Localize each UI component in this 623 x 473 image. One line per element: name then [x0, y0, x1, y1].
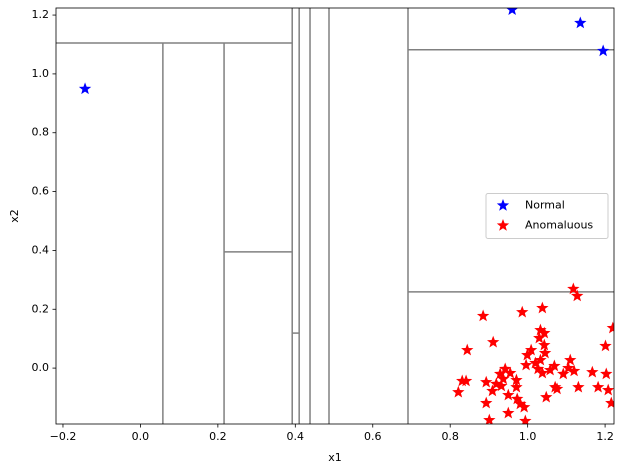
- data-point: [490, 377, 503, 390]
- data-point: [506, 8, 519, 16]
- data-point: [517, 400, 531, 413]
- data-point: [605, 396, 614, 409]
- data-point: [502, 388, 515, 401]
- y-tick-label: 0.8: [32, 126, 50, 139]
- data-point: [606, 321, 614, 334]
- data-point: [548, 380, 562, 393]
- data-point: [596, 44, 610, 57]
- data-point: [78, 82, 92, 95]
- y-tick-label: 1.0: [32, 67, 50, 80]
- data-point: [521, 348, 534, 361]
- x-axis-label: x1: [328, 451, 342, 464]
- data-point: [538, 338, 551, 351]
- data-point: [548, 359, 561, 372]
- x-tick-label: 1.0: [519, 430, 537, 443]
- data-point: [504, 366, 517, 379]
- data-point: [599, 339, 612, 352]
- data-point: [502, 406, 515, 419]
- x-tick-label: 1.2: [596, 430, 614, 443]
- x-tick-label: −0.2: [50, 430, 77, 443]
- data-point: [487, 335, 500, 348]
- data-point: [531, 362, 545, 375]
- y-tick-label: 0.4: [32, 243, 50, 256]
- data-point: [486, 384, 499, 397]
- data-point: [538, 346, 552, 359]
- data-point: [574, 16, 587, 29]
- data-point: [602, 383, 614, 396]
- data-point: [536, 301, 549, 314]
- legend-label: Anomaluous: [525, 219, 593, 232]
- data-point: [533, 331, 546, 344]
- data-point: [480, 396, 493, 409]
- data-point: [567, 364, 581, 377]
- data-point: [562, 361, 575, 374]
- y-tick-label: 1.2: [32, 8, 50, 21]
- data-point: [493, 367, 507, 380]
- data-point: [452, 385, 465, 398]
- data-point: [534, 323, 547, 336]
- legend-label: Normal: [525, 199, 565, 212]
- data-point: [586, 365, 599, 378]
- data-point: [495, 379, 508, 392]
- data-point: [538, 326, 551, 339]
- data-point: [564, 353, 577, 366]
- y-tick-label: 0.2: [32, 302, 50, 315]
- data-point: [499, 362, 512, 375]
- data-point: [519, 358, 533, 371]
- data-point: [571, 289, 584, 302]
- data-point: [600, 367, 613, 380]
- plot-area: [56, 8, 614, 424]
- data-point: [461, 343, 474, 356]
- y-tick-label: 0.0: [32, 361, 50, 374]
- data-point: [567, 282, 580, 295]
- data-point: [483, 413, 496, 424]
- data-point: [543, 363, 557, 376]
- data-point: [557, 367, 570, 380]
- x-tick-label: 0.8: [441, 430, 459, 443]
- data-point: [540, 390, 553, 403]
- x-tick-label: 0.4: [287, 430, 305, 443]
- data-point: [536, 366, 549, 379]
- data-point: [516, 305, 529, 318]
- data-point: [480, 375, 493, 388]
- legend-box: [485, 193, 609, 239]
- data-point: [550, 382, 564, 395]
- data-point: [497, 372, 510, 385]
- y-axis-label: x2: [8, 209, 21, 223]
- data-point: [510, 380, 523, 393]
- data-point: [511, 392, 524, 405]
- data-point: [519, 414, 532, 424]
- data-point: [459, 374, 473, 387]
- data-point: [524, 343, 538, 356]
- x-tick-label: 0.6: [364, 430, 382, 443]
- data-point: [591, 380, 605, 393]
- data-point: [572, 380, 585, 393]
- y-tick-label: 0.6: [32, 185, 50, 198]
- data-point: [534, 353, 547, 366]
- data-point: [529, 356, 542, 369]
- x-tick-label: 0.0: [132, 430, 150, 443]
- x-tick-label: 0.2: [209, 430, 227, 443]
- data-point: [510, 373, 523, 386]
- legend-marker: [496, 199, 510, 211]
- legend-marker: [496, 219, 510, 231]
- data-point: [476, 309, 490, 322]
- axes-frame: [55, 7, 615, 425]
